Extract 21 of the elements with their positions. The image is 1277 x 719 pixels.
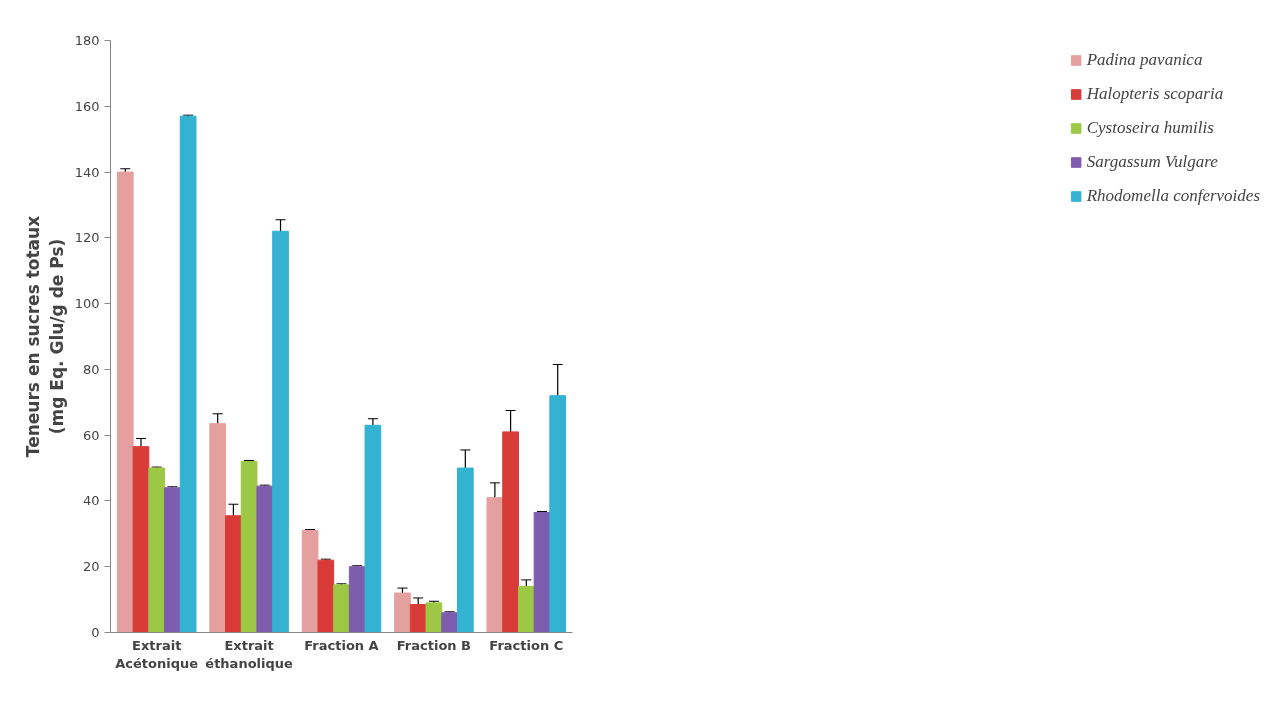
x-tick-label: Fraction C [489,637,564,653]
y-axis-title: Teneurs en sucres totaux (mg Eq. Glu/g de Ps) [22,215,67,458]
x-tick-label: Fraction A [304,637,379,653]
legend-label: Padina pavanica [1086,50,1203,70]
legend-label: Sargassum Vulgare [1086,152,1218,172]
x-tick-label: Extrait éthanolique [205,637,294,671]
y-tick-label: 140 [74,164,100,180]
y-tick-label: 100 [74,296,100,312]
legend-label: Rhodomella confervoides [1086,186,1260,206]
y-tick-label: 160 [74,98,100,114]
legend-label: Cystoseira humilis [1086,118,1214,138]
y-tick-label: 40 [82,493,100,509]
x-tick-label: Extrait Acétonique [115,637,199,671]
y-tick-label: 180 [74,33,100,48]
y-tick-label: 20 [82,559,100,575]
y-tick-label: 120 [74,230,100,246]
y-tick-label: 80 [82,361,100,377]
y-tick-label: 60 [82,427,100,443]
legend-label: Halopteris scoparia [1086,84,1224,104]
y-tick-label: 0 [91,625,100,640]
x-tick-label: Fraction B [396,637,472,653]
